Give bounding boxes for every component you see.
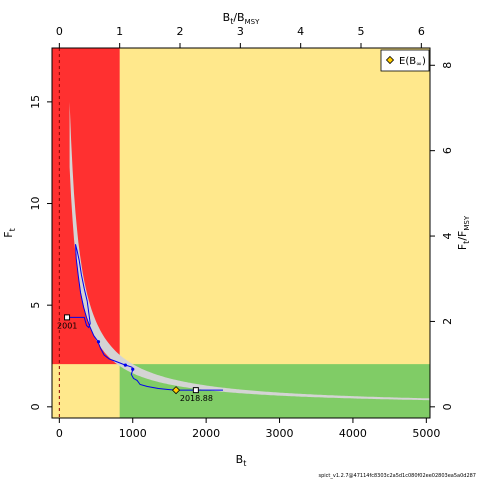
y-tick-label: 0 [29, 403, 42, 410]
trajectory-markers [96, 340, 135, 371]
y-axis-left: 0 5 10 15 [29, 95, 52, 410]
x-axis-label: Bt [236, 453, 247, 468]
regions-layer [52, 48, 430, 418]
top-tick-label: 6 [418, 25, 425, 38]
legend: E(B∞) [380, 49, 430, 72]
legend-box [380, 49, 430, 72]
y-axis-right: 0 2 4 6 8 [430, 62, 454, 410]
right-tick-label: 2 [441, 318, 454, 325]
top-tick-label: 3 [237, 25, 244, 38]
right-tick-label: 4 [441, 233, 454, 240]
plot-frame [51, 47, 431, 419]
region-green [119, 364, 430, 418]
x-tick-label: 0 [56, 427, 63, 440]
top-tick-label: 5 [358, 25, 365, 38]
x-axis-top: 0 1 2 3 4 5 6 [56, 25, 425, 48]
start-point-label: 2001 [57, 321, 77, 330]
legend-label: E(B∞) [399, 56, 426, 68]
footnote: spict_v1.2.7@47114fc8303c2a5d1c080f02ee0… [319, 473, 477, 479]
biomass-fishing-trajectory [67, 244, 223, 391]
y-axis-label: Ft [2, 228, 17, 237]
x-tick-label: 1000 [119, 427, 147, 440]
top-axis-label: Bt/BMSY [223, 11, 260, 26]
trajectory-marker-2 [131, 367, 135, 371]
x-axis-bottom: 0 1000 2000 3000 4000 5000 [56, 418, 440, 440]
y-tick-label: 5 [29, 302, 42, 309]
legend-expected-swatch [385, 55, 395, 65]
right-tick-label: 6 [441, 147, 454, 154]
x-tick-label: 2000 [192, 427, 220, 440]
x-tick-label: 4000 [339, 427, 367, 440]
start-point-marker [64, 314, 71, 321]
x-tick-label: 5000 [412, 427, 440, 440]
right-tick-label: 8 [441, 62, 454, 69]
x-tick-label: 3000 [266, 427, 294, 440]
y-tick-label: 15 [29, 95, 42, 109]
end-point-marker [192, 387, 199, 394]
right-axis-label: Ft/FMSY [456, 215, 471, 250]
trajectory-marker-0 [96, 340, 101, 344]
expected-biomass-marker [171, 386, 181, 395]
top-tick-label: 4 [297, 25, 304, 38]
top-tick-label: 2 [177, 25, 184, 38]
top-tick-label: 1 [116, 25, 123, 38]
end-point-label: 2018.88 [180, 394, 213, 403]
right-tick-label: 0 [441, 403, 454, 410]
trajectory-marker-1 [123, 363, 127, 367]
top-tick-label: 0 [56, 25, 63, 38]
y-tick-label: 10 [29, 197, 42, 211]
